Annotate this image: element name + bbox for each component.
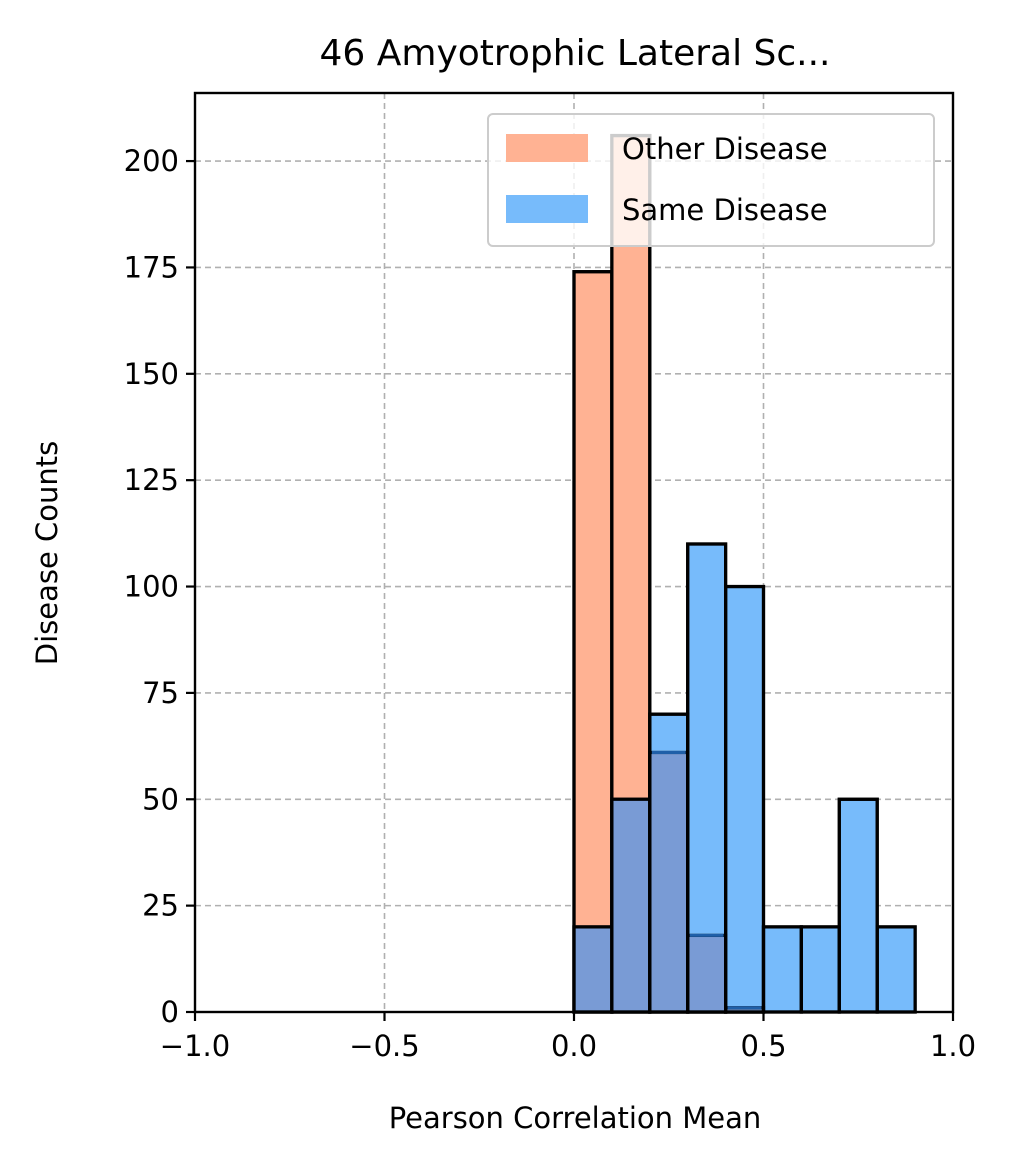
y-tick-label: 50 (142, 782, 179, 816)
x-tick-label: 0.0 (551, 1029, 597, 1063)
chart-title: 46 Amyotrophic Lateral Sc... (320, 33, 831, 74)
x-tick-label: 1.0 (930, 1029, 976, 1063)
bar (610, 797, 652, 1014)
y-axis-label: Disease Counts (30, 441, 64, 666)
legend-box (487, 113, 935, 247)
legend: Other Disease Same Disease (487, 113, 935, 247)
bar (648, 750, 690, 1014)
y-tick-label: 0 (161, 995, 179, 1029)
legend-label: Other Disease (622, 132, 828, 166)
bar (837, 797, 879, 1014)
legend-label: Same Disease (622, 193, 828, 227)
bar (686, 933, 728, 1014)
y-tick-label: 175 (124, 250, 179, 284)
y-tick-label: 125 (124, 463, 179, 497)
bar (875, 925, 917, 1014)
y-tick-label: 100 (124, 570, 179, 604)
axes: −1.0 −0.5 0.0 0.5 1.0 0 25 50 75 100 125 150 175 200 (124, 91, 976, 1063)
bar (723, 584, 766, 1014)
x-tick-label: −0.5 (349, 1029, 419, 1063)
y-tick-label: 25 (142, 889, 179, 923)
legend-swatch (506, 134, 588, 162)
histogram-bars (572, 133, 917, 1014)
y-tick-label: 200 (124, 144, 179, 178)
bar (799, 925, 841, 1014)
x-axis-label: Pearson Correlation Mean (389, 1101, 762, 1135)
y-tick-label: 150 (124, 357, 179, 391)
x-tick-label: 0.5 (740, 1029, 786, 1063)
bar (572, 925, 614, 1014)
legend-swatch (506, 195, 588, 223)
x-tick-label: −1.0 (160, 1029, 230, 1063)
bar (572, 270, 614, 1014)
y-tick-label: 75 (142, 676, 179, 710)
bar (761, 925, 804, 1014)
